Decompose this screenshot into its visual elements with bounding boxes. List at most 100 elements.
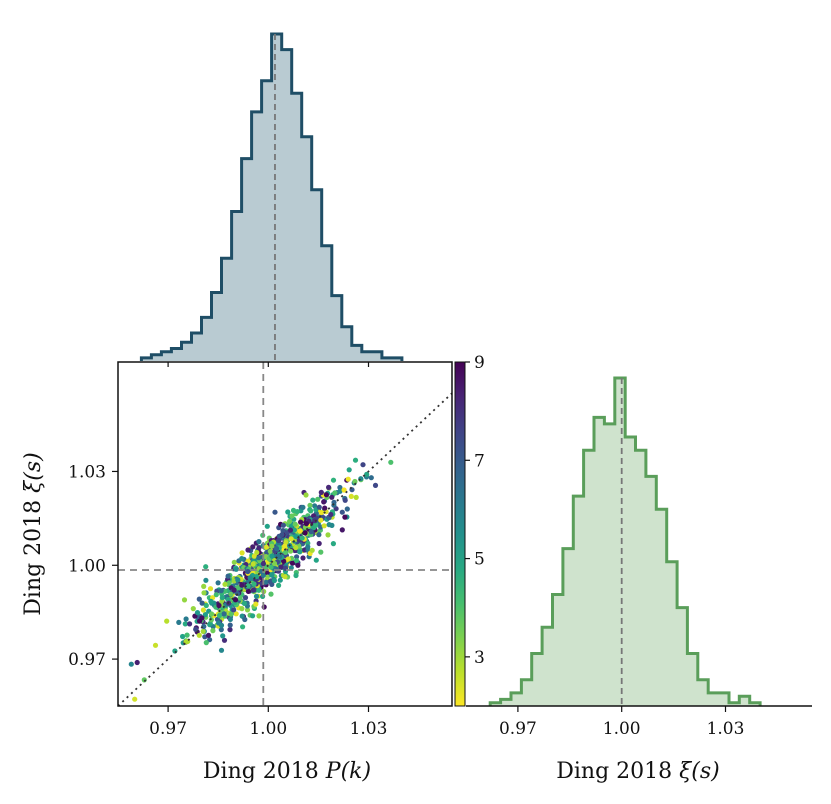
scatter-point (269, 572, 275, 578)
scatter-point (193, 626, 199, 633)
scatter-point (280, 528, 286, 534)
colorbar: 3 5 7 9 (454, 353, 485, 707)
scatter-point (239, 556, 245, 562)
scatter-point (227, 622, 233, 628)
scatter-point (277, 577, 283, 583)
scatter-point (244, 607, 251, 613)
scatter-point (263, 579, 269, 585)
scatter-point (233, 611, 239, 617)
scatter-point (289, 560, 296, 566)
scatter-point (326, 522, 332, 528)
scatter-point (280, 522, 286, 528)
scatter-point (201, 583, 207, 590)
scatter-point (141, 677, 147, 683)
scatter-point (281, 558, 287, 564)
scatter-point (308, 508, 314, 514)
scatter-point (316, 532, 322, 538)
scatter-point (315, 496, 321, 502)
scatter-point (295, 562, 301, 568)
scatter-point (300, 555, 306, 561)
scatter-point (297, 528, 303, 534)
scatter-point (184, 632, 190, 638)
scatter-point (322, 505, 328, 511)
scatter-point (278, 564, 284, 570)
scatter-point (372, 482, 379, 488)
scatter-point (221, 611, 227, 617)
scatter-point (187, 621, 193, 627)
scatter-point (339, 509, 345, 515)
right-marginal-histogram: 0.97 1.00 1.03 (466, 376, 812, 739)
top-hist-outline (139, 32, 404, 361)
scatter-point (323, 492, 329, 498)
scatter-point (261, 604, 267, 610)
scatter-point (203, 564, 209, 570)
scatter-point (303, 521, 309, 527)
scatter-point (216, 620, 222, 626)
scatter-point (299, 535, 305, 541)
scatter-point (245, 583, 251, 589)
scatter-point (203, 602, 209, 609)
scatter-point (218, 647, 225, 653)
right-hist-outline (488, 376, 762, 706)
colorbar-tick-label: 3 (474, 648, 485, 668)
scatter-point (290, 507, 297, 513)
scatter-point (302, 530, 308, 536)
diagonal-reference-line (117, 392, 453, 707)
scatter-point (240, 624, 246, 630)
scatter-point (228, 591, 234, 597)
scatter-point (293, 572, 299, 579)
scatter-point (245, 547, 251, 553)
scatter-point (227, 627, 233, 633)
scatter-point (282, 543, 288, 549)
y-tick-label: 0.97 (68, 650, 106, 670)
scatter-point (298, 519, 304, 525)
scatter-point (231, 559, 237, 565)
scatter-point (345, 476, 351, 482)
scatter-point (344, 506, 350, 512)
scatter-point (205, 632, 212, 639)
scatter-point (260, 561, 266, 567)
scatter-point (260, 572, 266, 578)
scatter-point (256, 545, 262, 551)
scatter-point (368, 475, 374, 481)
scatter-point (194, 610, 201, 616)
x-tick-label: 1.00 (249, 719, 287, 739)
scatter-point (337, 484, 343, 491)
scatter-point (267, 578, 273, 585)
scatter-point (250, 587, 256, 593)
scatter-point (200, 628, 206, 635)
scatter-point (196, 632, 202, 638)
right-hist-fill (490, 378, 761, 706)
scatter-point (180, 633, 186, 640)
scatter-point (353, 494, 359, 500)
right-x-tick-label: 1.00 (603, 719, 641, 739)
scatter-point (231, 587, 237, 593)
scatter-point (232, 597, 239, 603)
scatter-points (128, 457, 394, 702)
scatter-point (250, 561, 256, 567)
scatter-point (293, 558, 300, 564)
scatter-point (164, 618, 170, 624)
scatter-point (294, 554, 300, 560)
joint-frame (117, 361, 453, 707)
colorbar-gradient (454, 361, 466, 707)
y-axis-label: Ding 2018 ξ(s) (21, 452, 46, 615)
scatter-point (216, 602, 222, 609)
scatter-point (208, 598, 214, 605)
scatter-point (282, 574, 288, 580)
scatter-point (220, 633, 226, 639)
scatter-point (182, 621, 188, 627)
colorbar-tick-label: 9 (474, 353, 485, 373)
scatter-point (330, 541, 336, 547)
scatter-point (342, 497, 348, 503)
scatter-point (176, 619, 182, 626)
scatter-point (300, 504, 306, 510)
scatter-point (339, 527, 345, 533)
scatter-point (293, 533, 299, 540)
y-tick-label: 1.00 (68, 556, 106, 576)
scatter-point (228, 611, 234, 617)
scatter-point (289, 513, 295, 519)
scatter-point (172, 648, 178, 654)
scatter-point (256, 587, 262, 593)
scatter-point (241, 600, 247, 607)
